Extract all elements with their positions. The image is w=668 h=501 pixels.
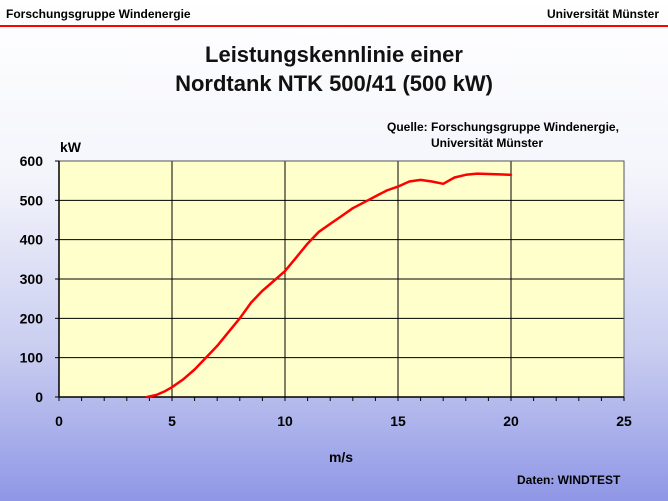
header-divider [0, 25, 668, 27]
header-left-text: Forschungsgruppe Windenergie [6, 7, 191, 21]
y-tick-label: 200 [20, 310, 44, 326]
y-tick-label: 400 [20, 232, 44, 248]
y-tick-label: 500 [20, 192, 44, 208]
y-tick-label: 300 [20, 271, 44, 287]
x-tick-label: 10 [277, 413, 293, 429]
y-tick-label: 100 [20, 350, 44, 366]
header-right-text: Universität Münster [546, 7, 659, 21]
x-tick-label: 20 [503, 413, 519, 429]
x-tick-label: 5 [168, 413, 176, 429]
x-axis-label: m/s [329, 449, 353, 465]
x-tick-label: 0 [55, 413, 63, 429]
data-source-footer: Daten: WINDTEST [517, 473, 621, 487]
chart-title-line2: Nordtank NTK 500/41 (500 kW) [175, 71, 493, 96]
chart-title-line1: Leistungskennlinie einer [205, 42, 463, 67]
y-tick-label: 600 [20, 153, 44, 169]
source-line1: Quelle: Forschungsgruppe Windenergie, [387, 120, 619, 134]
x-tick-label: 15 [390, 413, 406, 429]
power-curve-line [145, 172, 513, 399]
y-tick-label: 0 [35, 389, 43, 405]
header-ghost-text: in Deutschland [285, 26, 358, 38]
source-line2: Universität Münster [431, 136, 544, 150]
x-tick-label: 25 [616, 413, 632, 429]
y-axis-label: kW [60, 139, 82, 155]
